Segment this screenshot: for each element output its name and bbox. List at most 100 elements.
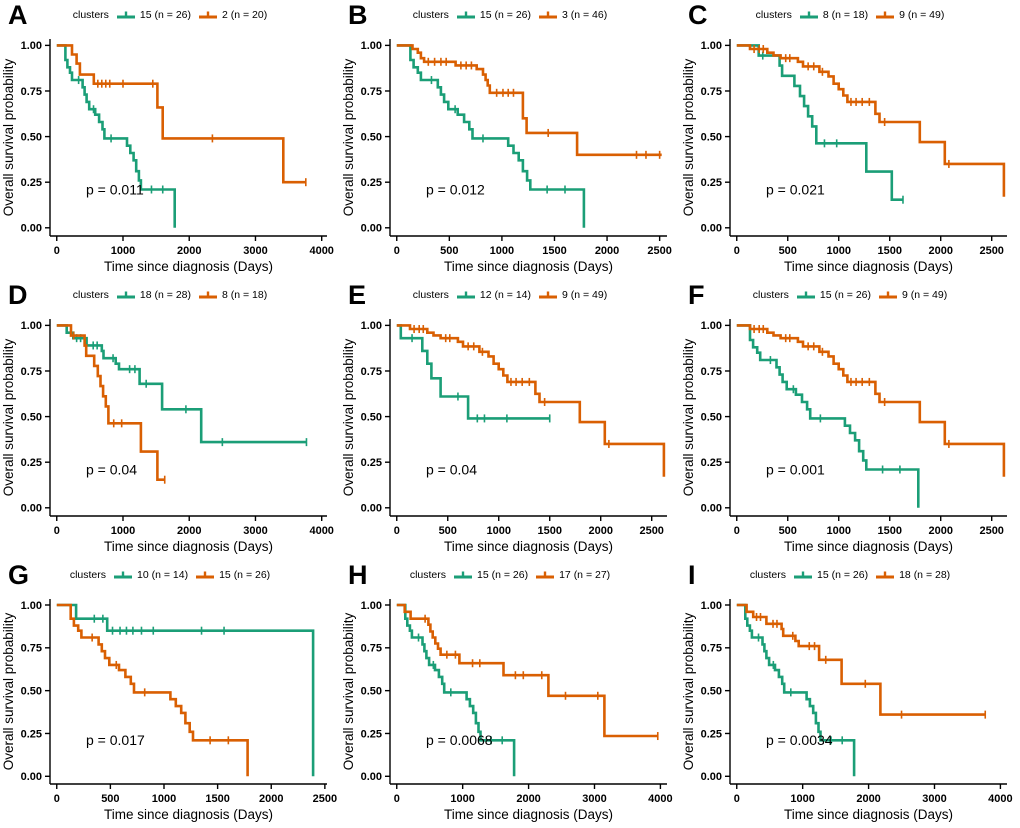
x-tick-label: 0 bbox=[54, 525, 60, 537]
km-plot: 0.00 0.25 0.50 0.75 1.00 0 1000 2000 3000 4000 Tim… bbox=[681, 599, 1013, 822]
y-tick-label: 0.75 bbox=[361, 366, 382, 378]
legend-item-group2: 9 (n = 49) bbox=[878, 289, 947, 301]
legend-label: 15 (n = 26) bbox=[819, 289, 871, 301]
legend-label: 15 (n = 26) bbox=[817, 569, 869, 581]
km-plot: 0.00 0.25 0.50 0.75 1.00 0 1000 2000 3000 4000 Tim… bbox=[341, 599, 673, 822]
legend-label: 17 (n = 27) bbox=[559, 569, 611, 581]
x-tick-label: 3000 bbox=[582, 793, 606, 805]
y-tick-label: 1.00 bbox=[361, 320, 382, 332]
y-tick-label: 0.00 bbox=[21, 771, 42, 783]
x-tick-label: 500 bbox=[440, 245, 458, 257]
y-tick-label: 0.00 bbox=[361, 503, 382, 515]
x-tick-label: 1000 bbox=[152, 793, 176, 805]
legend: clusters 12 (n = 14) 9 (n = 49) bbox=[340, 280, 680, 306]
legend-item-group2: 15 (n = 26) bbox=[195, 569, 270, 581]
p-value-label: p = 0.04 bbox=[426, 461, 477, 477]
survival-curve bbox=[56, 44, 306, 184]
x-tick-label: 0 bbox=[394, 245, 400, 257]
legend: clusters 15 (n = 26) 18 (n = 28) bbox=[680, 560, 1020, 586]
x-tick-label: 500 bbox=[779, 525, 797, 537]
x-tick-label: 2000 bbox=[177, 525, 201, 537]
legend: clusters 15 (n = 26) 2 (n = 20) bbox=[0, 0, 340, 26]
km-plot: 0.00 0.25 0.50 0.75 1.00 0 1000 2000 3000 4000 Tim… bbox=[1, 39, 334, 274]
survival-curve bbox=[736, 324, 1006, 477]
km-plot: 0.00 0.25 0.50 0.75 1.00 0 500 1000 1500 2000 2500… bbox=[681, 39, 1007, 274]
y-tick-label: 0.50 bbox=[21, 411, 42, 423]
legend-title: clusters bbox=[409, 569, 447, 581]
survival-curve bbox=[736, 44, 903, 201]
survival-curve bbox=[396, 324, 550, 420]
y-tick-label: 0.25 bbox=[21, 457, 42, 469]
legend: clusters 8 (n = 18) 9 (n = 49) bbox=[680, 0, 1020, 26]
x-tick-label: 0 bbox=[734, 245, 740, 257]
y-tick-label: 1.00 bbox=[361, 40, 382, 52]
legend-title: clusters bbox=[412, 9, 449, 21]
p-value-label: p = 0.001 bbox=[766, 461, 825, 477]
y-tick-label: 0.75 bbox=[361, 643, 382, 655]
legend-label: 18 (n = 28) bbox=[899, 569, 951, 581]
x-tick-label: 1500 bbox=[877, 525, 901, 537]
x-tick-label: 0 bbox=[394, 525, 400, 537]
y-tick-label: 0.50 bbox=[701, 131, 722, 143]
x-tick-label: 2500 bbox=[313, 793, 337, 805]
x-tick-label: 1500 bbox=[205, 793, 229, 805]
y-tick-label: 0.50 bbox=[701, 411, 722, 423]
y-tick-label: 0.50 bbox=[361, 685, 382, 697]
curve-key-icon bbox=[536, 571, 555, 579]
x-tick-label: 0 bbox=[394, 793, 400, 805]
panel-letter: C bbox=[688, 0, 708, 30]
y-tick-label: 0.25 bbox=[361, 177, 382, 189]
legend-label: 15 (n = 26) bbox=[477, 569, 529, 581]
x-tick-label: 1500 bbox=[542, 245, 566, 257]
x-tick-label: 1000 bbox=[486, 525, 510, 537]
survival-curve bbox=[736, 603, 856, 777]
legend-label: 2 (n = 20) bbox=[222, 9, 268, 21]
x-axis-title: Time since diagnosis (Days) bbox=[104, 539, 273, 554]
km-panel-c: C clusters 8 (n = 18) 9 (n = 49) 0.00 0.2… bbox=[680, 0, 1020, 280]
y-axis-title: Overall survival probability bbox=[1, 58, 16, 216]
curve-key-icon bbox=[539, 11, 557, 19]
x-tick-label: 2000 bbox=[928, 525, 952, 537]
x-tick-label: 1000 bbox=[450, 793, 474, 805]
y-tick-label: 1.00 bbox=[361, 600, 382, 612]
x-tick-label: 2000 bbox=[595, 245, 619, 257]
panel-letter: E bbox=[348, 280, 367, 310]
curve-key-icon bbox=[454, 571, 473, 579]
p-value-label: p = 0.0068 bbox=[426, 732, 493, 748]
x-tick-label: 500 bbox=[439, 525, 457, 537]
legend-item-group1: 12 (n = 14) bbox=[456, 289, 531, 301]
legend-title: clusters bbox=[72, 9, 109, 21]
x-tick-label: 500 bbox=[779, 245, 797, 257]
legend-label: 9 (n = 49) bbox=[562, 289, 608, 301]
x-tick-label: 1000 bbox=[111, 245, 135, 257]
legend-title: clusters bbox=[752, 289, 789, 301]
y-tick-label: 0.50 bbox=[21, 685, 42, 697]
curve-key-icon bbox=[456, 11, 475, 19]
y-tick-label: 0.75 bbox=[701, 366, 722, 378]
legend-label: 12 (n = 14) bbox=[479, 289, 531, 301]
p-value-label: p = 0.04 bbox=[86, 461, 137, 477]
km-plot: 0.00 0.25 0.50 0.75 1.00 0 500 1000 1500 2000 2500… bbox=[341, 39, 672, 274]
x-tick-label: 2500 bbox=[647, 245, 671, 257]
survival-curve bbox=[736, 324, 920, 508]
curve-key-icon bbox=[456, 291, 475, 299]
legend-item-group2: 9 (n = 49) bbox=[875, 9, 944, 21]
x-tick-label: 1500 bbox=[877, 245, 901, 257]
legend-item-group2: 9 (n = 49) bbox=[538, 289, 607, 301]
x-axis-title: Time since diagnosis (Days) bbox=[104, 259, 273, 274]
survival-curve bbox=[56, 603, 315, 777]
x-tick-label: 2000 bbox=[928, 245, 952, 257]
legend-title: clusters bbox=[72, 289, 109, 301]
legend-label: 18 (n = 28) bbox=[139, 289, 191, 301]
x-tick-label: 1000 bbox=[490, 245, 514, 257]
legend-label: 15 (n = 26) bbox=[139, 9, 191, 21]
x-axis-title: Time since diagnosis (Days) bbox=[784, 807, 953, 822]
legend-title: clusters bbox=[755, 9, 792, 21]
legend-label: 15 (n = 26) bbox=[479, 9, 531, 21]
y-axis-title: Overall survival probability bbox=[341, 338, 356, 496]
y-tick-label: 0.50 bbox=[361, 131, 382, 143]
legend-label: 9 (n = 49) bbox=[899, 9, 945, 21]
x-tick-label: 2500 bbox=[979, 525, 1003, 537]
legend-item-group1: 8 (n = 18) bbox=[799, 9, 868, 21]
